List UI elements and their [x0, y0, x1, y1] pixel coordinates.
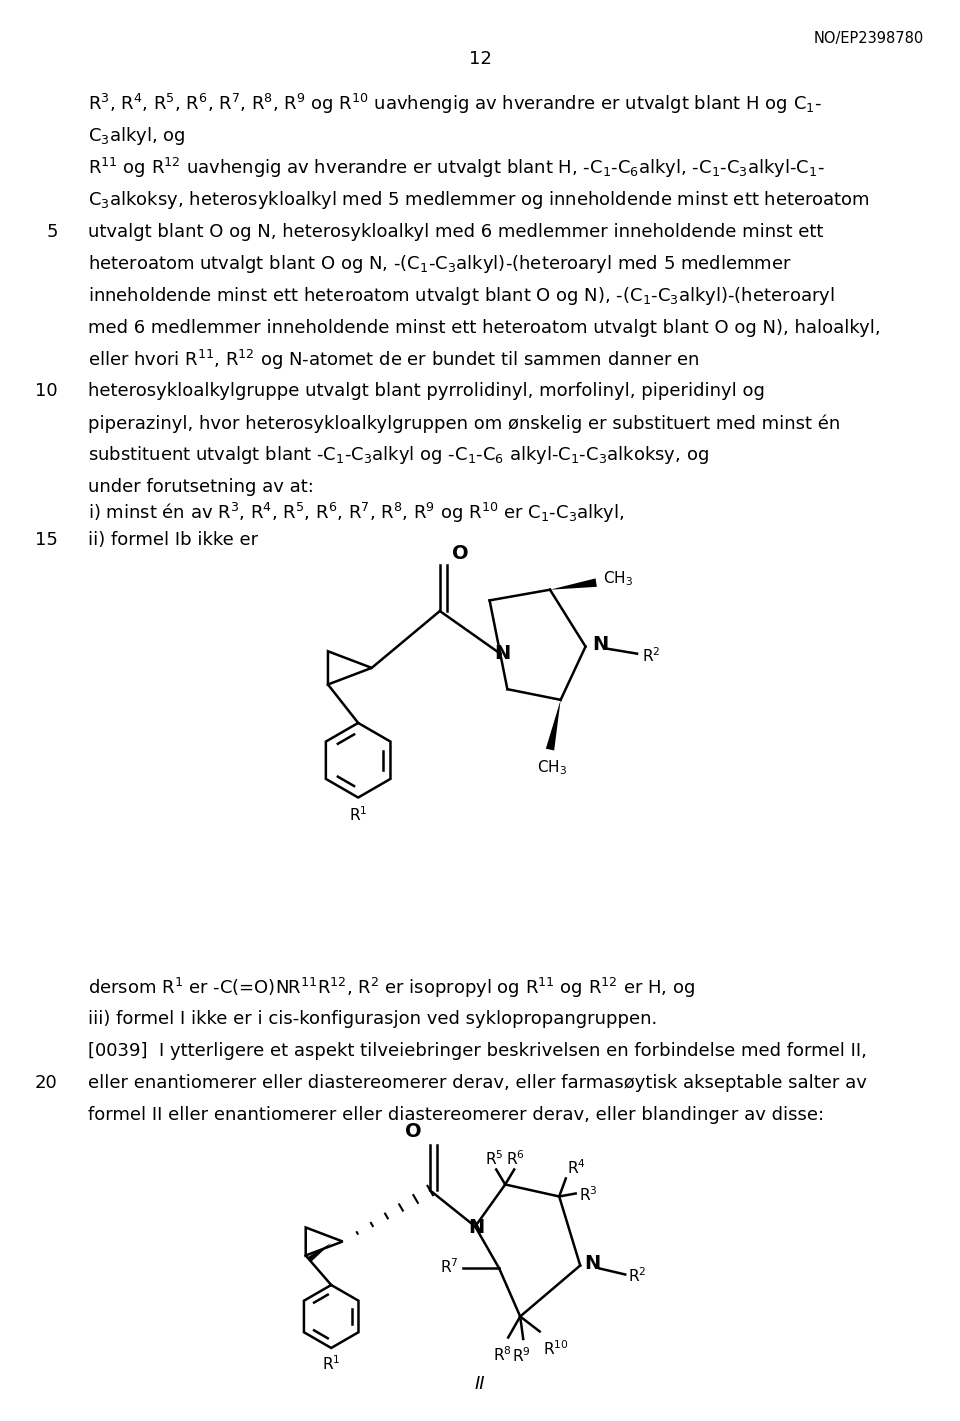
Text: N: N — [493, 644, 510, 664]
Text: R$^2$: R$^2$ — [641, 647, 660, 665]
Text: dersom R$^1$ er -C(=O)NR$^{11}$R$^{12}$, R$^2$ er isopropyl og R$^{11}$ og R$^{1: dersom R$^1$ er -C(=O)NR$^{11}$R$^{12}$,… — [88, 976, 695, 999]
Text: 12: 12 — [468, 50, 492, 68]
Text: R$^4$: R$^4$ — [566, 1158, 586, 1177]
Text: R$^7$: R$^7$ — [440, 1258, 459, 1276]
Text: CH$_3$: CH$_3$ — [537, 759, 566, 777]
Text: [0039]  I ytterligere et aspekt tilveiebringer beskrivelsen en forbindelse med f: [0039] I ytterligere et aspekt tilveiebr… — [88, 1042, 867, 1060]
Text: heteroatom utvalgt blant O og N, -(C$_1$-C$_3$alkyl)-(heteroaryl med 5 medlemmer: heteroatom utvalgt blant O og N, -(C$_1$… — [88, 253, 792, 274]
Text: formel II eller enantiomerer eller diastereomerer derav, eller blandinger av dis: formel II eller enantiomerer eller diast… — [88, 1106, 825, 1124]
Text: NO/EP2398780: NO/EP2398780 — [813, 31, 924, 47]
Text: R$^{10}$: R$^{10}$ — [542, 1339, 568, 1357]
Text: N: N — [592, 635, 609, 654]
Text: 15: 15 — [35, 531, 58, 549]
Polygon shape — [307, 1243, 331, 1262]
Text: heterosykloalkylgruppe utvalgt blant pyrrolidinyl, morfolinyl, piperidinyl og: heterosykloalkylgruppe utvalgt blant pyr… — [88, 382, 765, 401]
Text: R$^3$, R$^4$, R$^5$, R$^6$, R$^7$, R$^8$, R$^9$ og R$^{10}$ uavhengig av hverand: R$^3$, R$^4$, R$^5$, R$^6$, R$^7$, R$^8$… — [88, 92, 822, 115]
Text: utvalgt blant O og N, heterosykloalkyl med 6 medlemmer inneholdende minst ett: utvalgt blant O og N, heterosykloalkyl m… — [88, 223, 824, 240]
Text: inneholdende minst ett heteroatom utvalgt blant O og N), -(C$_1$-C$_3$alkyl)-(he: inneholdende minst ett heteroatom utvalg… — [88, 284, 835, 307]
Text: O: O — [452, 544, 468, 563]
Text: R$^5$: R$^5$ — [486, 1150, 504, 1168]
Text: R$^6$: R$^6$ — [506, 1150, 525, 1168]
Text: 20: 20 — [35, 1074, 58, 1091]
Text: R$^9$: R$^9$ — [513, 1347, 531, 1366]
Text: iii) formel I ikke er i cis-konfigurasjon ved syklopropangruppen.: iii) formel I ikke er i cis-konfigurasjo… — [88, 1010, 658, 1027]
Text: CH$_3$: CH$_3$ — [603, 570, 634, 588]
Text: R$^{11}$ og R$^{12}$ uavhengig av hverandre er utvalgt blant H, -C$_1$-C$_6$alky: R$^{11}$ og R$^{12}$ uavhengig av hveran… — [88, 156, 826, 179]
Text: 5: 5 — [46, 223, 58, 240]
Text: eller enantiomerer eller diastereomerer derav, eller farmasøytisk akseptable sal: eller enantiomerer eller diastereomerer … — [88, 1074, 867, 1091]
Text: substituent utvalgt blant -C$_1$-C$_3$alkyl og -C$_1$-C$_6$ alkyl-C$_1$-C$_3$alk: substituent utvalgt blant -C$_1$-C$_3$al… — [88, 445, 709, 466]
Text: R$^1$: R$^1$ — [348, 806, 368, 824]
Text: eller hvori R$^{11}$, R$^{12}$ og N-atomet de er bundet til sammen danner en: eller hvori R$^{11}$, R$^{12}$ og N-atom… — [88, 348, 700, 371]
Text: R$^2$: R$^2$ — [628, 1266, 647, 1286]
Text: II: II — [475, 1374, 485, 1393]
Text: 10: 10 — [35, 382, 58, 401]
Text: N: N — [585, 1255, 601, 1273]
Text: i) minst én av R$^3$, R$^4$, R$^5$, R$^6$, R$^7$, R$^8$, R$^9$ og R$^{10}$ er C$: i) minst én av R$^3$, R$^4$, R$^5$, R$^6… — [88, 502, 625, 524]
Text: O: O — [405, 1123, 422, 1141]
Text: R$^1$: R$^1$ — [322, 1354, 341, 1373]
Text: R$^8$: R$^8$ — [492, 1344, 512, 1364]
Text: ii) formel Ib ikke er: ii) formel Ib ikke er — [88, 531, 258, 549]
Text: C$_3$alkoksy, heterosykloalkyl med 5 medlemmer og inneholdende minst ett heteroa: C$_3$alkoksy, heterosykloalkyl med 5 med… — [88, 189, 871, 210]
Text: piperazinyl, hvor heterosykloalkylgruppen om ønskelig er substituert med minst é: piperazinyl, hvor heterosykloalkylgruppe… — [88, 414, 841, 433]
Text: C$_3$alkyl, og: C$_3$alkyl, og — [88, 125, 186, 146]
Text: R$^3$: R$^3$ — [579, 1185, 597, 1205]
Text: under forutsetning av at:: under forutsetning av at: — [88, 479, 314, 496]
Text: med 6 medlemmer inneholdende minst ett heteroatom utvalgt blant O og N), haloalk: med 6 medlemmer inneholdende minst ett h… — [88, 318, 881, 337]
Polygon shape — [546, 701, 561, 750]
Polygon shape — [550, 578, 597, 590]
Text: N: N — [468, 1218, 485, 1238]
